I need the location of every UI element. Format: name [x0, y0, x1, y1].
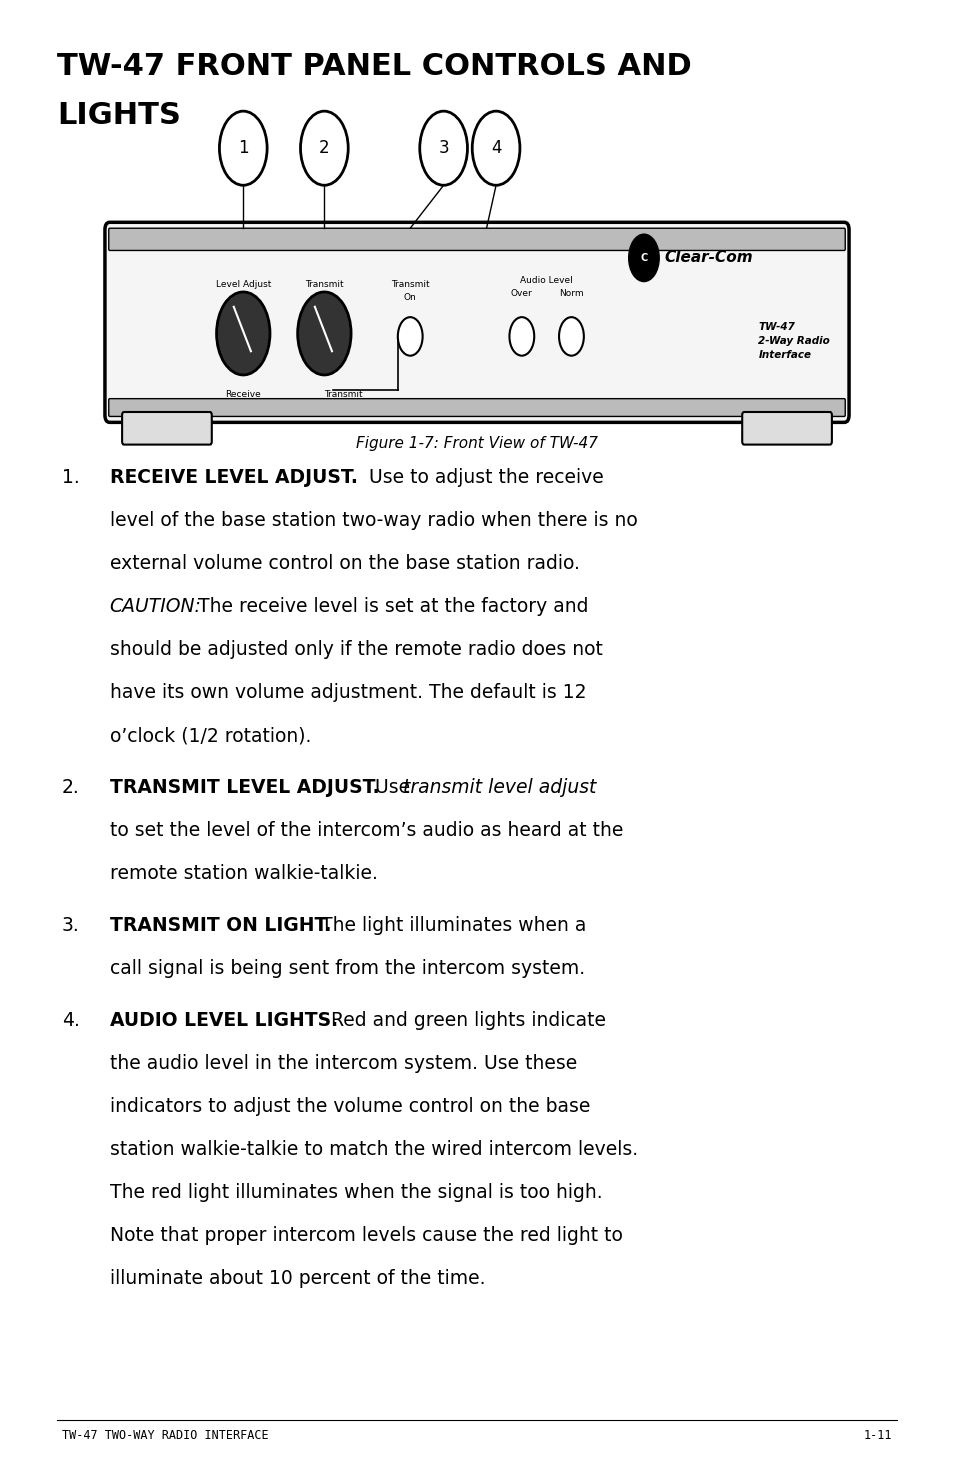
Text: The light illuminates when a: The light illuminates when a — [321, 916, 586, 935]
Circle shape — [297, 292, 351, 375]
Text: The red light illuminates when the signal is too high.: The red light illuminates when the signa… — [110, 1183, 601, 1202]
Text: The receive level is set at the factory and: The receive level is set at the factory … — [198, 597, 588, 617]
Text: TW-47 FRONT PANEL CONTROLS AND: TW-47 FRONT PANEL CONTROLS AND — [57, 52, 691, 82]
Text: Clear-Com: Clear-Com — [664, 250, 753, 265]
Text: the audio level in the intercom system. Use these: the audio level in the intercom system. … — [110, 1054, 577, 1073]
Text: CAUTION:: CAUTION: — [110, 597, 201, 617]
Text: 3.: 3. — [62, 916, 80, 935]
Text: external volume control on the base station radio.: external volume control on the base stat… — [110, 554, 579, 574]
FancyBboxPatch shape — [741, 412, 831, 445]
Text: Use to adjust the receive: Use to adjust the receive — [362, 468, 602, 488]
Text: RECEIVE LEVEL ADJUST.: RECEIVE LEVEL ADJUST. — [110, 468, 357, 488]
FancyBboxPatch shape — [109, 399, 844, 416]
Text: TRANSMIT ON LIGHT.: TRANSMIT ON LIGHT. — [110, 916, 331, 935]
Text: should be adjusted only if the remote radio does not: should be adjusted only if the remote ra… — [110, 640, 602, 659]
Text: station walkie-talkie to match the wired intercom levels.: station walkie-talkie to match the wired… — [110, 1140, 638, 1159]
Text: illuminate about 10 percent of the time.: illuminate about 10 percent of the time. — [110, 1269, 485, 1288]
Text: LIGHTS: LIGHTS — [57, 101, 181, 130]
Text: Over: Over — [511, 289, 532, 298]
Text: 2: 2 — [318, 139, 330, 157]
Text: 1-11: 1-11 — [862, 1429, 891, 1442]
Text: 3: 3 — [437, 139, 449, 157]
Circle shape — [472, 111, 519, 185]
Text: Use: Use — [375, 778, 416, 797]
Circle shape — [216, 292, 270, 375]
Text: Audio Level: Audio Level — [519, 276, 573, 285]
FancyBboxPatch shape — [105, 222, 848, 422]
Circle shape — [558, 317, 583, 356]
Text: Level Adjust: Level Adjust — [215, 280, 271, 289]
Text: 2.: 2. — [62, 778, 80, 797]
Text: Norm: Norm — [558, 289, 583, 298]
Circle shape — [219, 111, 267, 185]
Text: Transmit: Transmit — [324, 390, 362, 399]
Text: TRANSMIT LEVEL ADJUST.: TRANSMIT LEVEL ADJUST. — [110, 778, 379, 797]
Text: indicators to adjust the volume control on the base: indicators to adjust the volume control … — [110, 1097, 590, 1116]
Circle shape — [397, 317, 422, 356]
Text: Transmit: Transmit — [391, 280, 429, 289]
Circle shape — [300, 111, 348, 185]
Text: o’clock (1/2 rotation).: o’clock (1/2 rotation). — [110, 726, 311, 745]
Text: Red and green lights indicate: Red and green lights indicate — [331, 1011, 605, 1030]
Text: C: C — [639, 253, 647, 262]
Text: AUDIO LEVEL LIGHTS.: AUDIO LEVEL LIGHTS. — [110, 1011, 337, 1030]
Text: to set the level of the intercom’s audio as heard at the: to set the level of the intercom’s audio… — [110, 821, 622, 840]
Text: On: On — [403, 293, 416, 302]
Text: 4.: 4. — [62, 1011, 80, 1030]
Text: call signal is being sent from the intercom system.: call signal is being sent from the inter… — [110, 959, 584, 978]
Circle shape — [419, 111, 467, 185]
Text: Transmit: Transmit — [305, 280, 343, 289]
Text: 4: 4 — [490, 139, 501, 157]
FancyBboxPatch shape — [122, 412, 212, 445]
Text: Receive: Receive — [225, 390, 261, 399]
Circle shape — [509, 317, 534, 356]
Text: Figure 1-7: Front View of TW-47: Figure 1-7: Front View of TW-47 — [355, 436, 598, 451]
Text: Note that proper intercom levels cause the red light to: Note that proper intercom levels cause t… — [110, 1226, 622, 1245]
Text: transmit level adjust: transmit level adjust — [402, 778, 596, 797]
Text: TW-47
2-Way Radio
Interface: TW-47 2-Way Radio Interface — [758, 322, 829, 360]
FancyBboxPatch shape — [109, 228, 844, 250]
Text: level of the base station two-way radio when there is no: level of the base station two-way radio … — [110, 511, 637, 531]
Text: have its own volume adjustment. The default is 12: have its own volume adjustment. The defa… — [110, 683, 585, 702]
Text: 1.: 1. — [62, 468, 80, 488]
Circle shape — [628, 234, 659, 282]
Text: TW-47 TWO-WAY RADIO INTERFACE: TW-47 TWO-WAY RADIO INTERFACE — [62, 1429, 269, 1442]
Text: remote station walkie-talkie.: remote station walkie-talkie. — [110, 864, 377, 883]
Text: 1: 1 — [237, 139, 249, 157]
